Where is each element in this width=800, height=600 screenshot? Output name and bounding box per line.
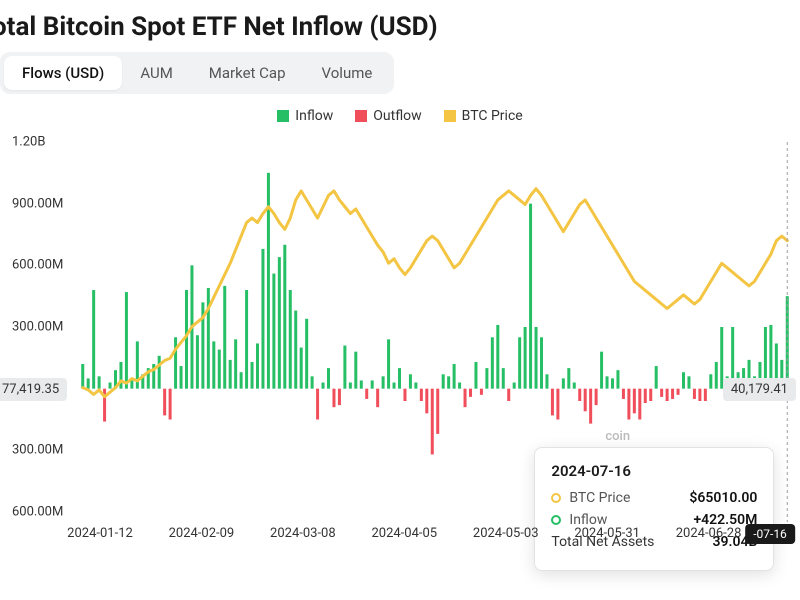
x-axis-label: 2024-05-31 <box>574 526 640 541</box>
y-axis-label: 600.00M <box>12 258 63 273</box>
watermark: coin <box>605 429 630 444</box>
tooltip-dot-price <box>551 493 561 503</box>
outflow-swatch <box>355 110 367 122</box>
tooltip-value-price: $65010.00 <box>689 490 757 506</box>
tab-marketcap[interactable]: Market Cap <box>191 56 304 90</box>
x-axis-label: 2024-01-12 <box>67 526 133 541</box>
x-axis-label: 2024-04-05 <box>371 526 437 541</box>
legend: Inflow Outflow BTC Price <box>0 108 800 124</box>
y-axis-label: 600.00M <box>12 505 63 520</box>
tooltip-row-price: BTC Price $65010.00 <box>551 490 757 506</box>
legend-inflow: Inflow <box>277 108 333 124</box>
y-axis-label: 300.00M <box>12 320 63 335</box>
page-title: otal Bitcoin Spot ETF Net Inflow (USD) <box>0 0 800 52</box>
legend-outflow: Outflow <box>355 108 421 124</box>
tooltip-date: 2024-07-16 <box>551 462 757 480</box>
x-axis-label: 2024-05-03 <box>473 526 539 541</box>
tabs: Flows (USD) AUM Market Cap Volume <box>0 52 394 94</box>
inflow-swatch <box>277 110 289 122</box>
tab-volume[interactable]: Volume <box>304 56 391 90</box>
btcprice-swatch <box>444 110 456 122</box>
legend-inflow-label: Inflow <box>295 108 333 124</box>
x-axis-label: 2024-02-09 <box>169 526 235 541</box>
tab-aum[interactable]: AUM <box>122 56 190 90</box>
tooltip-dot-inflow <box>551 515 561 525</box>
legend-btcprice: BTC Price <box>444 108 523 124</box>
x-axis-label: 2024-03-08 <box>270 526 336 541</box>
x-axis-label: 2024-06-28 <box>676 526 742 541</box>
y-axis-label: 1.20B <box>12 135 45 150</box>
tooltip-label-price: BTC Price <box>569 490 630 506</box>
x-axis-highlight: -07-16 <box>745 524 795 544</box>
tab-flows[interactable]: Flows (USD) <box>4 56 122 90</box>
right-price-badge: 40,179.41 <box>723 378 796 401</box>
chart-area[interactable]: 77,419.35 40,179.41 coin 2024-07-16 BTC … <box>0 132 800 562</box>
left-price-badge: 77,419.35 <box>0 378 67 401</box>
legend-btcprice-label: BTC Price <box>462 108 523 124</box>
legend-outflow-label: Outflow <box>373 108 421 124</box>
y-axis-label: 300.00M <box>12 443 63 458</box>
y-axis-label: 900.00M <box>12 196 63 211</box>
tooltip: 2024-07-16 BTC Price $65010.00 Inflow +4… <box>534 447 774 571</box>
